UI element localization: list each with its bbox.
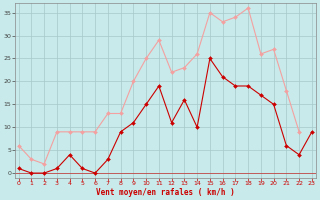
X-axis label: Vent moyen/en rafales ( km/h ): Vent moyen/en rafales ( km/h ) bbox=[96, 188, 235, 197]
